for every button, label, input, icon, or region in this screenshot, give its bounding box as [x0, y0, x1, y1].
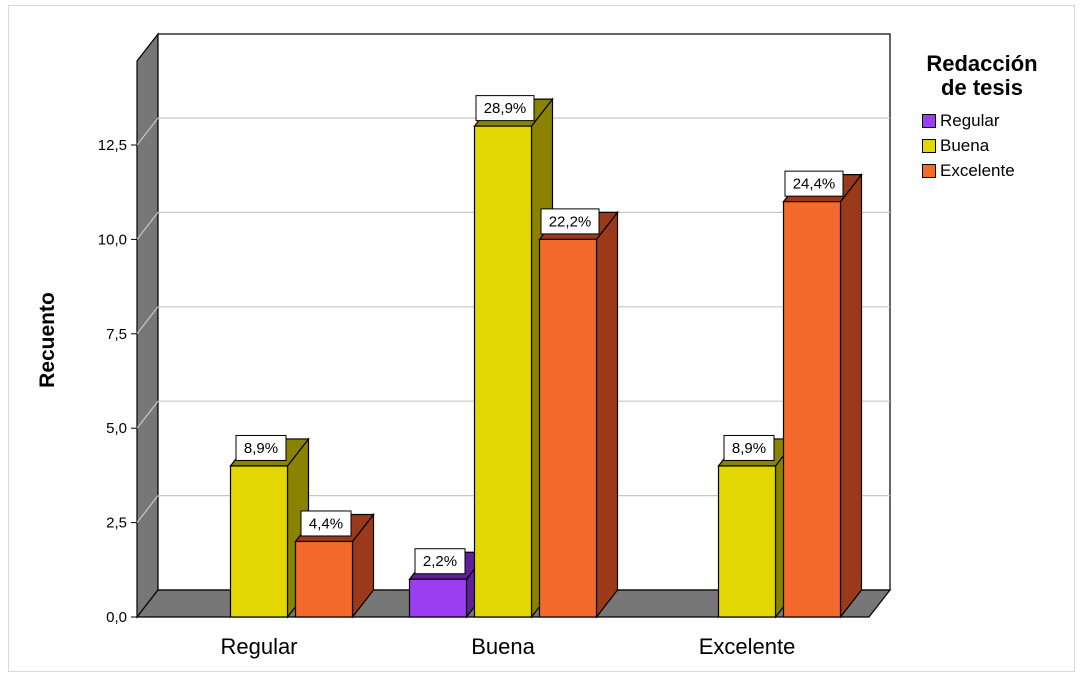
x-tick-label: Buena	[471, 634, 535, 659]
bar-side	[595, 210, 619, 619]
data-label: 28,9%	[484, 100, 527, 117]
gridline-side	[136, 212, 159, 240]
data-label: 4,4%	[309, 515, 343, 532]
bar-side	[839, 172, 863, 619]
gridline-side	[136, 495, 159, 523]
data-label-box	[414, 548, 466, 575]
legend-title-line-1: Redacción	[926, 51, 1038, 76]
bar-front	[294, 540, 354, 618]
legend-label-excelente: Excelente	[940, 160, 1015, 180]
y-tick-label: 2,5	[106, 515, 127, 532]
legend-swatch-excelente	[922, 163, 936, 178]
y-tick-label: 7,5	[106, 326, 127, 343]
data-label-box	[540, 208, 600, 235]
bar-excelente-excelente: 24,4%	[782, 170, 863, 619]
bar-front	[717, 465, 777, 618]
data-label-box	[235, 434, 287, 461]
y-axis-ticks: 0,0 2,5 5,0 7,5 10,0 12,5	[98, 137, 137, 626]
data-label-box	[475, 95, 535, 122]
data-label-box	[723, 434, 775, 461]
legend-title: Redacción de tesis	[912, 52, 1052, 100]
legend-swatch-buena	[922, 138, 936, 153]
x-tick-label: Regular	[220, 634, 297, 659]
bar-front	[538, 238, 598, 618]
x-axis-ticks: Regular Buena Excelente	[220, 634, 795, 659]
y-tick-label: 12,5	[98, 137, 127, 154]
legend: Redacción de tesis Regular Buena Excelen…	[912, 52, 1062, 183]
legend-item-buena: Buena	[922, 133, 1062, 158]
legend-label-buena: Buena	[940, 135, 990, 155]
bar-front	[229, 465, 289, 618]
bar-regular-excelente: 4,4%	[294, 510, 375, 619]
bar-buena-regular: 2,2%	[408, 548, 489, 619]
data-label: 2,2%	[423, 553, 457, 570]
legend-label-regular: Regular	[940, 110, 1000, 130]
data-label: 8,9%	[244, 440, 278, 457]
y-tick-label: 0,0	[106, 609, 127, 626]
bars: 8,9% 4,4% 2,2% 28,9% 22,2% 8,9% 24,4%	[229, 95, 863, 619]
gridline-side	[136, 117, 159, 146]
data-label: 8,9%	[732, 440, 766, 457]
legend-swatch-regular	[922, 113, 936, 128]
bar-front	[782, 201, 842, 618]
y-tick-label: 5,0	[106, 420, 127, 437]
bar-front	[408, 578, 468, 618]
bar-buena-excelente: 22,2%	[538, 208, 619, 619]
legend-item-excelente: Excelente	[922, 158, 1062, 183]
legend-item-regular: Regular	[922, 108, 1062, 133]
data-label: 22,2%	[549, 213, 592, 230]
x-tick-label: Excelente	[699, 634, 796, 659]
legend-items: Regular Buena Excelente	[922, 108, 1062, 183]
bar-regular-buena: 8,9%	[229, 434, 310, 619]
y-tick-label: 10,0	[98, 231, 127, 248]
bar-front	[473, 125, 533, 618]
gridline-side	[136, 306, 159, 335]
data-label: 24,4%	[793, 176, 836, 193]
gridline-side	[136, 400, 159, 429]
data-label-box	[784, 170, 844, 197]
data-label-box	[300, 510, 352, 537]
legend-title-line-2: de tesis	[941, 75, 1023, 100]
y-axis-label: Recuento	[36, 292, 59, 388]
